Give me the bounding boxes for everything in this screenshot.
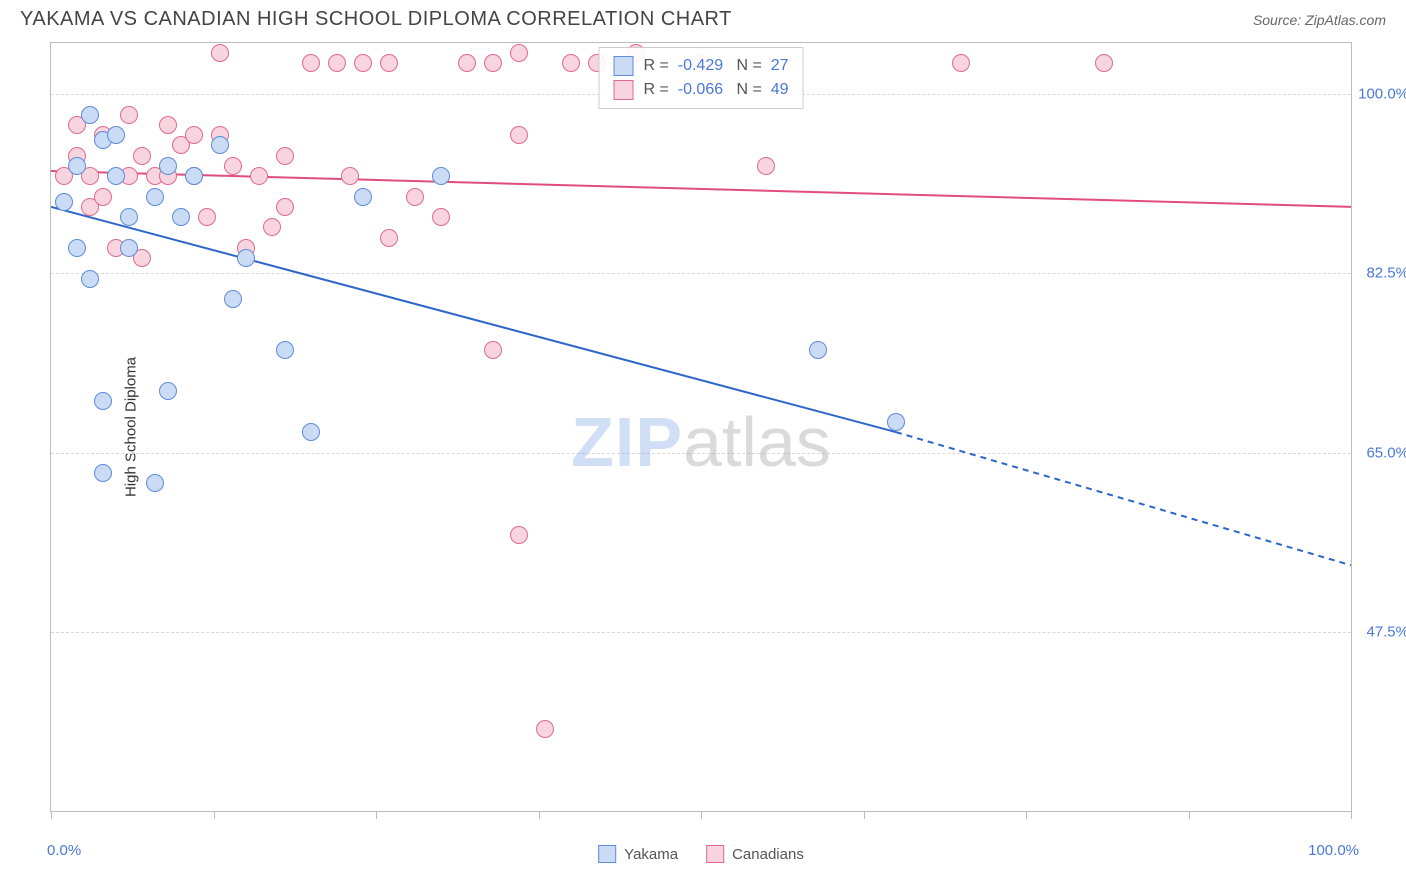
source-label: Source: ZipAtlas.com (1253, 12, 1386, 28)
canadians-point (536, 720, 554, 738)
canadians-point (120, 106, 138, 124)
chart-title: YAKAMA VS CANADIAN HIGH SCHOOL DIPLOMA C… (20, 8, 732, 31)
canadians-point (198, 208, 216, 226)
canadians-point (94, 188, 112, 206)
y-tick-label: 100.0% (1357, 86, 1406, 103)
yakama-point (94, 464, 112, 482)
canadians-point (510, 526, 528, 544)
canadians-point (757, 157, 775, 175)
canadians-point (484, 341, 502, 359)
yakama-point (172, 208, 190, 226)
canadians-point (276, 198, 294, 216)
yakama-point (146, 188, 164, 206)
canadians-point (328, 54, 346, 72)
canadians-point (263, 218, 281, 236)
legend-label: Yakama (624, 846, 678, 863)
yakama-point (354, 188, 372, 206)
yakama-point (432, 167, 450, 185)
legend-label: Canadians (732, 846, 804, 863)
canadians-point (432, 208, 450, 226)
yakama-point (81, 270, 99, 288)
yakama-point (185, 167, 203, 185)
yakama-point (68, 157, 86, 175)
y-tick-label: 82.5% (1357, 265, 1406, 282)
y-tick-label: 65.0% (1357, 444, 1406, 461)
yakama-point (302, 423, 320, 441)
watermark: ZIPatlas (571, 402, 831, 482)
canadians-point (510, 44, 528, 62)
x-tick (864, 811, 865, 819)
yakama-point (120, 208, 138, 226)
legend-item: Canadians (706, 845, 804, 863)
canadians-point (341, 167, 359, 185)
canadians-point (458, 54, 476, 72)
canadians-point (250, 167, 268, 185)
yakama-point (55, 193, 73, 211)
canadians-point (354, 54, 372, 72)
canadians-point (302, 54, 320, 72)
canadians-point (484, 54, 502, 72)
series-legend: Yakama Canadians (598, 845, 804, 863)
plot-area: High School Diploma ZIPatlas R = -0.429 … (50, 42, 1352, 812)
yakama-point (107, 167, 125, 185)
yakama-point (276, 341, 294, 359)
x-tick (1189, 811, 1190, 819)
swatch-icon (598, 845, 616, 863)
canadians-point (562, 54, 580, 72)
x-end-label: 100.0% (1308, 842, 1359, 859)
canadians-point (276, 147, 294, 165)
x-tick (1351, 811, 1352, 819)
yakama-point (237, 249, 255, 267)
trend-lines (51, 43, 1351, 811)
canadians-point (224, 157, 242, 175)
yakama-point (809, 341, 827, 359)
gridline (51, 273, 1351, 274)
canadians-point (159, 116, 177, 134)
yakama-point (94, 392, 112, 410)
canadians-point (380, 229, 398, 247)
canadians-point (380, 54, 398, 72)
x-tick (701, 811, 702, 819)
x-start-label: 0.0% (47, 842, 81, 859)
canadians-point (1095, 54, 1113, 72)
yakama-point (887, 413, 905, 431)
x-tick (51, 811, 52, 819)
x-tick (376, 811, 377, 819)
yakama-point (159, 382, 177, 400)
canadians-point (185, 126, 203, 144)
stats-row-canadians: R = -0.066 N = 49 (614, 78, 789, 102)
x-tick (214, 811, 215, 819)
yakama-point (159, 157, 177, 175)
canadians-point (952, 54, 970, 72)
swatch-icon (706, 845, 724, 863)
legend-item: Yakama (598, 845, 678, 863)
header: YAKAMA VS CANADIAN HIGH SCHOOL DIPLOMA C… (0, 0, 1406, 31)
yakama-point (146, 474, 164, 492)
yakama-point (120, 239, 138, 257)
stats-legend: R = -0.429 N = 27 R = -0.066 N = 49 (599, 47, 804, 109)
yakama-point (107, 126, 125, 144)
canadians-point (133, 147, 151, 165)
y-tick-label: 47.5% (1357, 623, 1406, 640)
swatch-canadians (614, 80, 634, 100)
yakama-point (81, 106, 99, 124)
canadians-point (406, 188, 424, 206)
gridline (51, 632, 1351, 633)
swatch-yakama (614, 56, 634, 76)
x-tick (1026, 811, 1027, 819)
y-axis-label: High School Diploma (123, 357, 140, 497)
yakama-point (68, 239, 86, 257)
yakama-point (211, 136, 229, 154)
stats-row-yakama: R = -0.429 N = 27 (614, 54, 789, 78)
canadians-point (211, 44, 229, 62)
yakama-point (224, 290, 242, 308)
gridline (51, 453, 1351, 454)
canadians-point (510, 126, 528, 144)
x-tick (539, 811, 540, 819)
